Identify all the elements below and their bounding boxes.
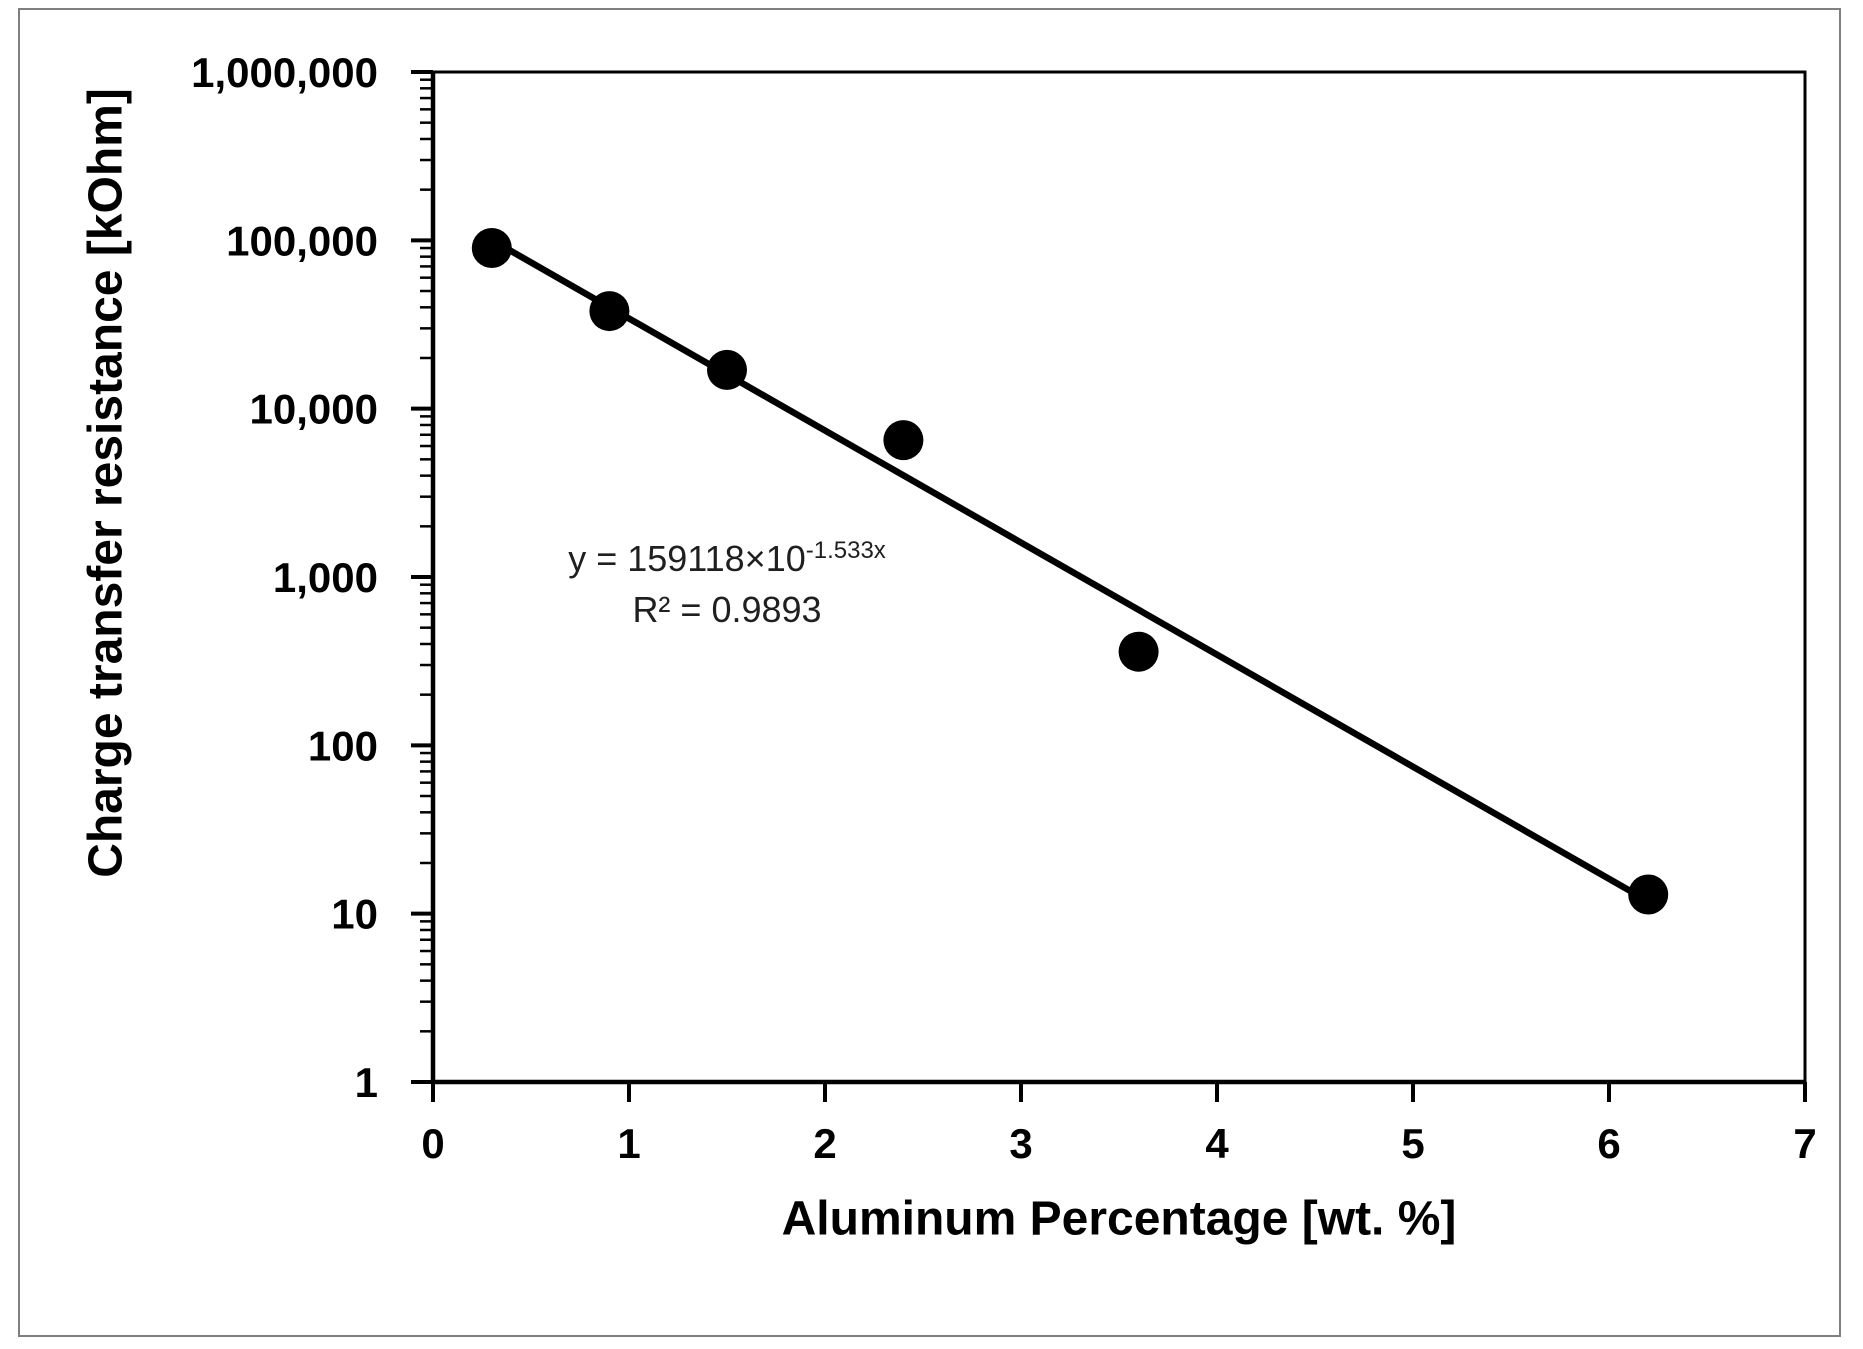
data-point bbox=[1628, 874, 1669, 915]
equation-base-text: y = 159118×10 bbox=[568, 538, 806, 579]
x-tick-label: 1 bbox=[617, 1120, 640, 1167]
x-tick-label: 3 bbox=[1009, 1120, 1032, 1167]
y-axis-title: Charge transfer resistance [kOhm] bbox=[79, 88, 133, 878]
x-tick-label: 4 bbox=[1205, 1120, 1229, 1167]
equation-exponent-text: -1.533x bbox=[805, 537, 886, 564]
r-squared-text: R² = 0.9893 bbox=[632, 589, 822, 630]
data-point bbox=[1118, 631, 1159, 672]
x-tick-label: 5 bbox=[1401, 1120, 1424, 1167]
y-tick-label: 1 bbox=[355, 1059, 378, 1106]
y-tick-label: 10 bbox=[331, 891, 378, 938]
trendline bbox=[488, 236, 1652, 905]
data-point bbox=[589, 291, 630, 332]
y-tick-label: 10,000 bbox=[250, 386, 378, 433]
y-tick-label: 100,000 bbox=[226, 217, 378, 264]
y-tick-label: 1,000,000 bbox=[191, 49, 378, 96]
x-tick-label: 2 bbox=[813, 1120, 836, 1167]
trendline-equation: y = 159118×10-1.533x bbox=[568, 536, 886, 581]
data-point bbox=[883, 420, 924, 461]
y-tick-label: 100 bbox=[308, 722, 378, 769]
trendline-annotation: y = 159118×10-1.533x R² = 0.9893 bbox=[568, 536, 886, 632]
data-point bbox=[471, 228, 512, 269]
x-tick-label: 7 bbox=[1793, 1120, 1816, 1167]
x-tick-label: 0 bbox=[421, 1120, 444, 1167]
x-axis-title: Aluminum Percentage [wt. %] bbox=[781, 1192, 1457, 1246]
y-tick-label: 1,000 bbox=[273, 554, 378, 601]
data-point bbox=[707, 349, 747, 390]
x-tick-label: 6 bbox=[1597, 1120, 1620, 1167]
